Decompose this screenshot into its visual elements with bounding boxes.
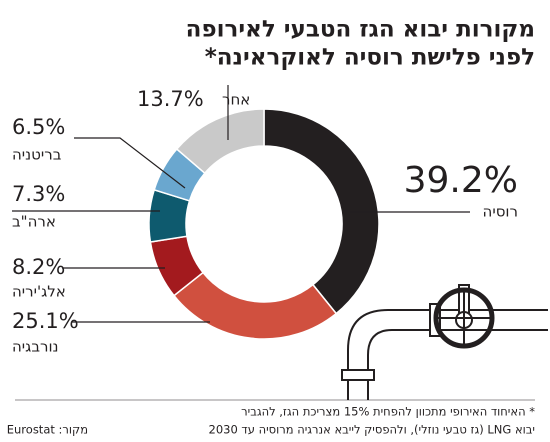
chart-title: לפני פלישת רוסיה לאוקראינה* — [205, 45, 535, 71]
value-label: 25.1% — [12, 309, 79, 333]
category-label: אחר — [222, 91, 250, 109]
category-label: רוסיה — [483, 203, 518, 221]
pipe-illustration — [341, 284, 548, 400]
value-label: 39.2% — [404, 160, 518, 201]
value-label: 13.7% — [137, 87, 204, 111]
value-label: 6.5% — [12, 115, 65, 139]
chart-title: מקורות יבוא הגז הטבעי לאירופה — [186, 17, 535, 43]
category-label: נורבגיה — [12, 338, 59, 356]
donut-slice — [175, 108, 265, 175]
value-label: 7.3% — [12, 182, 65, 206]
value-label: 8.2% — [12, 255, 65, 279]
donut-slice — [172, 271, 338, 340]
donut-slice — [263, 108, 380, 315]
footnote: יבוא LNG (גז טבעי נוזלי), ולהפסיק לייבא … — [209, 423, 536, 437]
category-label: בריטניה — [12, 146, 62, 164]
source: מקור: Eurostat — [7, 423, 88, 437]
category-label: ארה"ב — [12, 213, 56, 231]
leader-line — [74, 137, 186, 189]
footnote: * האיחוד האירופי מתכוון להפחית 15% מצריכ… — [241, 405, 535, 419]
category-label: אלג'יריה — [12, 283, 66, 301]
